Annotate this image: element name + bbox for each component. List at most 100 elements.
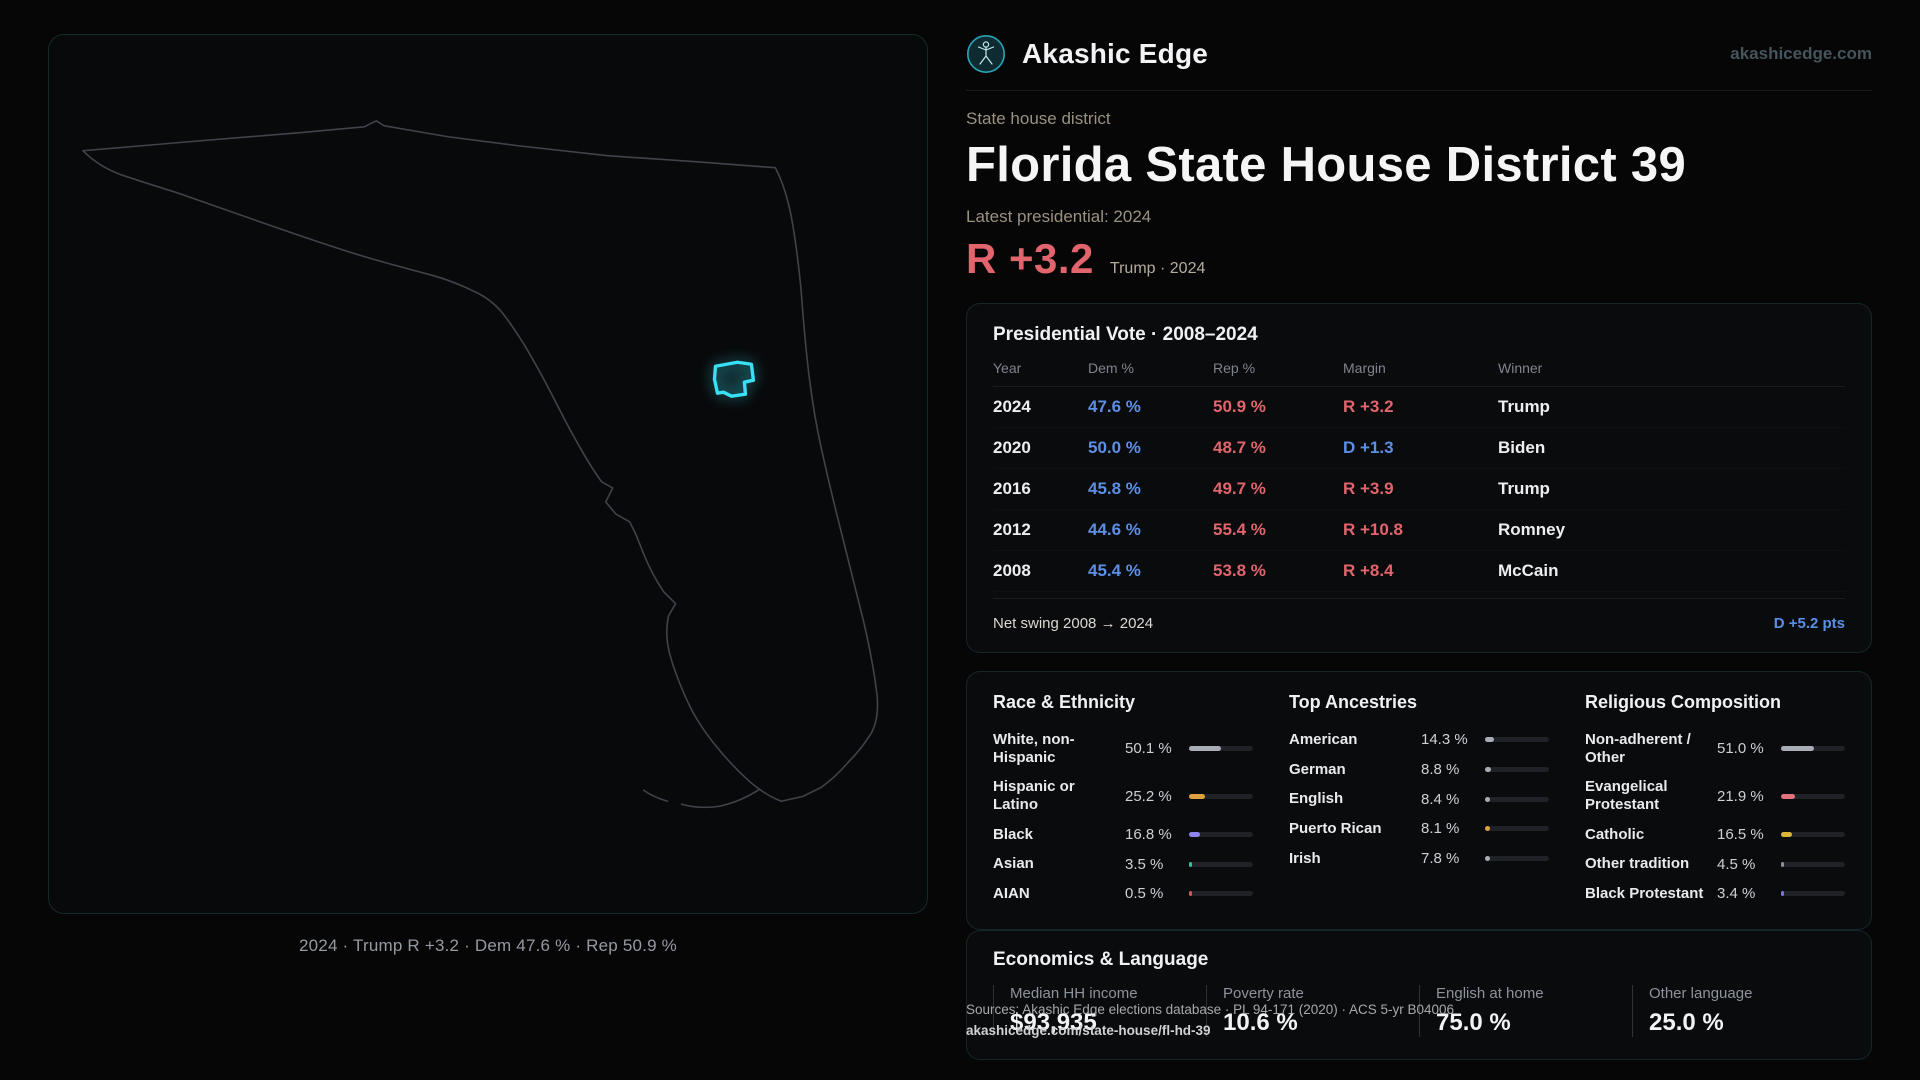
stat-bar-fill (1189, 891, 1192, 897)
column-header-rep: Rep % (1213, 360, 1256, 376)
stat-bar-track (1189, 793, 1253, 799)
page-title: Florida State House District 39 (966, 138, 1686, 192)
district-type-kicker: State house district (966, 109, 1111, 128)
stat-value: 16.8 % (1125, 826, 1172, 844)
winner-cell: Romney (1498, 520, 1566, 539)
demographic-row: Catholic 16.5 % (1585, 820, 1845, 850)
headline-row: R +3.2 Trump · 2024 (966, 235, 1872, 283)
demographic-row: Hispanic or Latino 25.2 % (993, 772, 1253, 819)
net-swing-value: D +5.2 pts (1773, 615, 1845, 632)
stat-label: German (1289, 760, 1346, 778)
permalink-link[interactable]: akashicedge.com/state-house/fl-hd-39 (966, 1023, 1211, 1039)
stat-bar-track (1189, 746, 1253, 752)
district-39-shape[interactable] (712, 360, 756, 398)
economics-stat: Poverty rate 10.6 % (1206, 984, 1419, 1037)
stat-bar-fill (1781, 891, 1784, 897)
year-cell: 2024 (993, 397, 1031, 416)
stat-bar-track (1781, 891, 1845, 897)
margin-cell: D +1.3 (1343, 438, 1394, 457)
ancestries-title: Top Ancestries (1289, 692, 1418, 712)
econ-stat-label: Median HH income (1010, 984, 1138, 1002)
stat-value: 8.1 % (1421, 820, 1460, 838)
headline-detail: Trump · 2024 (1109, 260, 1206, 277)
stat-label: Hispanic or Latino (993, 778, 1075, 814)
stat-bar-track (1485, 796, 1549, 802)
vote-card-title: Presidential Vote · 2008–2024 (993, 324, 1258, 345)
stat-bar-fill (1485, 796, 1491, 802)
stat-bar-track (1781, 861, 1845, 867)
stat-value: 3.4 % (1717, 885, 1756, 903)
rep-cell: 49.7 % (1213, 479, 1266, 498)
religion-column: Religious Composition Non-adherent / Oth… (1585, 692, 1845, 909)
rep-cell: 55.4 % (1213, 520, 1266, 539)
stat-label: AIAN (993, 885, 1030, 903)
stat-bar-fill (1781, 746, 1814, 752)
stat-bar-track (1485, 737, 1549, 743)
demographic-row: Asian 3.5 % (993, 849, 1253, 879)
stat-value: 25.2 % (1125, 787, 1172, 805)
stat-bar-fill (1189, 832, 1200, 838)
column-header-dem: Dem % (1088, 360, 1134, 376)
net-swing-label: Net swing 2008 → 2024 (993, 615, 1154, 632)
economics-stat: English at home 75.0 % (1419, 984, 1632, 1037)
demographic-row: Black 16.8 % (993, 820, 1253, 850)
stat-bar-fill (1485, 767, 1491, 773)
econ-stat-label: Other language (1649, 984, 1753, 1002)
year-cell: 2020 (993, 438, 1031, 457)
demographic-row: AIAN 0.5 % (993, 879, 1253, 909)
econ-stat-value: $93,935 (1010, 1008, 1097, 1036)
stat-label: Black Protestant (1585, 885, 1704, 903)
stat-label: Non-adherent / Other (1585, 731, 1691, 766)
header-divider (966, 90, 1872, 91)
demographic-row: German 8.8 % (1289, 755, 1549, 785)
dem-cell: 45.8 % (1088, 479, 1141, 498)
headline-margin: R +3.2 (966, 235, 1094, 282)
stat-bar-fill (1781, 793, 1796, 799)
econ-stat-label: Poverty rate (1223, 984, 1304, 1002)
column-header-year: Year (993, 360, 1022, 376)
race-ethnicity-title: Race & Ethnicity (993, 692, 1136, 712)
net-swing-row: Net swing 2008 → 2024 D +5.2 pts (993, 598, 1845, 632)
vote-row: 2020 50.0 % 48.7 % D +1.3 Biden (993, 428, 1845, 469)
econ-stat-label: English at home (1436, 984, 1544, 1002)
race-ethnicity-column: Race & Ethnicity White, non-Hispanic 50.… (993, 692, 1253, 909)
akashic-edge-logo-icon (966, 34, 1006, 74)
year-cell: 2016 (993, 479, 1031, 498)
margin-cell: R +10.8 (1343, 520, 1404, 539)
dem-cell: 50.0 % (1088, 438, 1141, 457)
stat-value: 51.0 % (1717, 740, 1764, 758)
stat-label: White, non-Hispanic (993, 731, 1075, 766)
vote-row: 2012 44.6 % 55.4 % R +10.8 Romney (993, 510, 1845, 551)
stat-label: American (1289, 731, 1358, 748)
demographic-row: Evangelical Protestant 21.9 % (1585, 772, 1845, 819)
stat-bar-track (1781, 832, 1845, 838)
map-panel (48, 34, 928, 914)
column-header-margin: Margin (1343, 360, 1386, 376)
vote-row: 2008 45.4 % 53.8 % R +8.4 McCain (993, 551, 1845, 592)
stat-bar-track (1485, 826, 1549, 832)
dem-cell: 47.6 % (1088, 397, 1141, 416)
stat-bar-track (1189, 832, 1253, 838)
winner-cell: Trump (1498, 397, 1550, 416)
latest-presidential-label: Latest presidential: 2024 (966, 207, 1152, 226)
stat-bar-fill (1189, 746, 1222, 752)
stat-bar-track (1781, 793, 1845, 799)
ancestries-column: Top Ancestries American 14.3 % German 8.… (1289, 692, 1549, 909)
stat-value: 8.8 % (1421, 761, 1460, 779)
stat-bar-fill (1485, 737, 1495, 743)
brand-name: Akashic Edge (1022, 38, 1209, 69)
stat-label: English (1289, 790, 1344, 808)
economics-title: Economics & Language (993, 948, 1209, 970)
vote-table-header: Year Dem % Rep % Margin Winner (993, 360, 1845, 387)
site-url-link[interactable]: akashicedge.com (1730, 44, 1872, 63)
stat-bar-track (1485, 767, 1549, 773)
religion-title: Religious Composition (1585, 692, 1781, 712)
map-column: 2024 · Trump R +3.2 · Dem 47.6 % · Rep 5… (48, 34, 928, 1056)
map-caption: 2024 · Trump R +3.2 · Dem 47.6 % · Rep 5… (299, 936, 677, 955)
stat-bar-fill (1189, 861, 1192, 867)
vote-row: 2016 45.8 % 49.7 % R +3.9 Trump (993, 469, 1845, 510)
demographic-row: Puerto Rican 8.1 % (1289, 814, 1549, 844)
demographic-row: American 14.3 % (1289, 725, 1549, 755)
margin-cell: R +3.2 (1343, 397, 1394, 416)
